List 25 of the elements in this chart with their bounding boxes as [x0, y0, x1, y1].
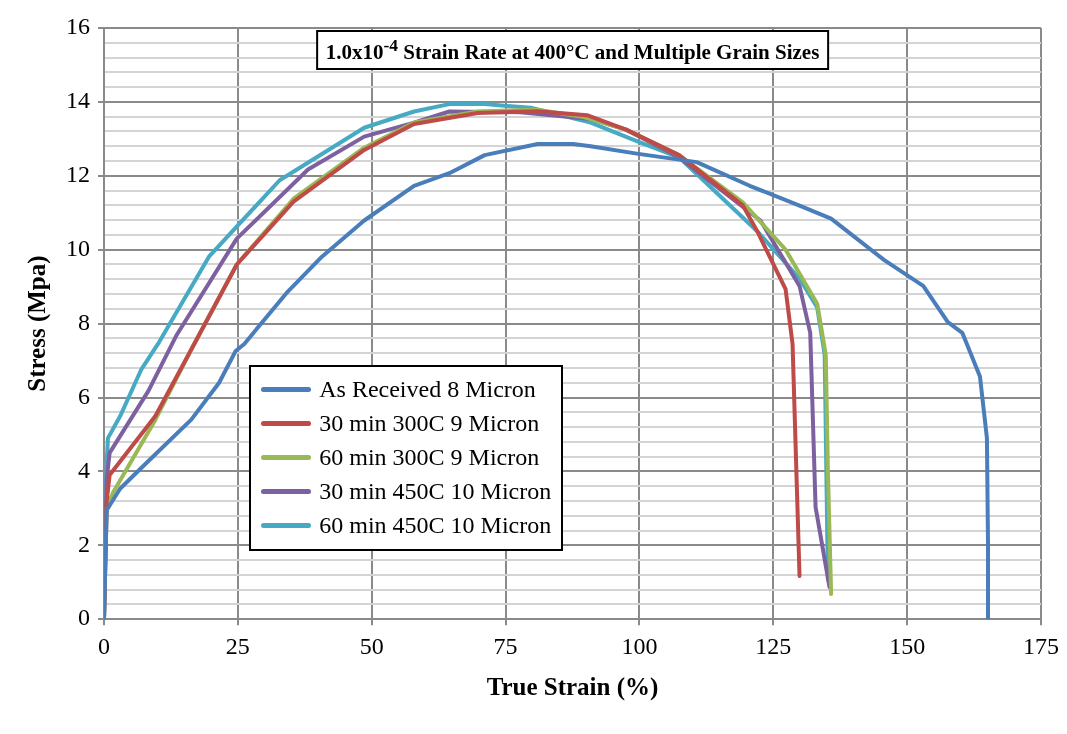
x-tick-label: 100 — [621, 632, 658, 659]
x-tick-label: 125 — [755, 632, 792, 659]
x-tick-label: 150 — [889, 632, 926, 659]
y-tick-label: 16 — [66, 13, 90, 40]
y-tick-label: 10 — [66, 235, 90, 261]
x-tick-label: 50 — [359, 632, 384, 659]
x-axis-title: True Strain (%) — [486, 673, 659, 702]
x-tick-label: 0 — [98, 632, 110, 659]
x-tick-label: 175 — [1023, 632, 1059, 659]
y-tick-label: 4 — [78, 456, 90, 483]
legend-label: As Received 8 Micron — [319, 376, 536, 404]
x-tick-label: 25 — [225, 632, 250, 659]
legend-label: 60 min 450C 10 Micron — [319, 512, 552, 540]
y-tick-label: 6 — [78, 382, 90, 409]
y-tick-label: 14 — [66, 87, 90, 114]
y-axis-title: Stress (Mpa) — [23, 255, 52, 392]
legend-label: 60 min 300C 9 Micron — [319, 444, 540, 472]
y-tick-label: 0 — [78, 604, 90, 631]
y-tick-label: 12 — [66, 161, 90, 188]
text: 1.0x10$^{-4}$ Strain Rate at 400°C and Multiple Grain Sizes — [315, 30, 830, 70]
y-tick-label: 8 — [78, 308, 90, 335]
x-tick-label: 75 — [493, 632, 518, 659]
legend-label: 30 min 300C 9 Micron — [319, 410, 540, 438]
legend-label: 30 min 450C 10 Micron — [319, 478, 552, 506]
y-tick-label: 2 — [78, 530, 90, 557]
